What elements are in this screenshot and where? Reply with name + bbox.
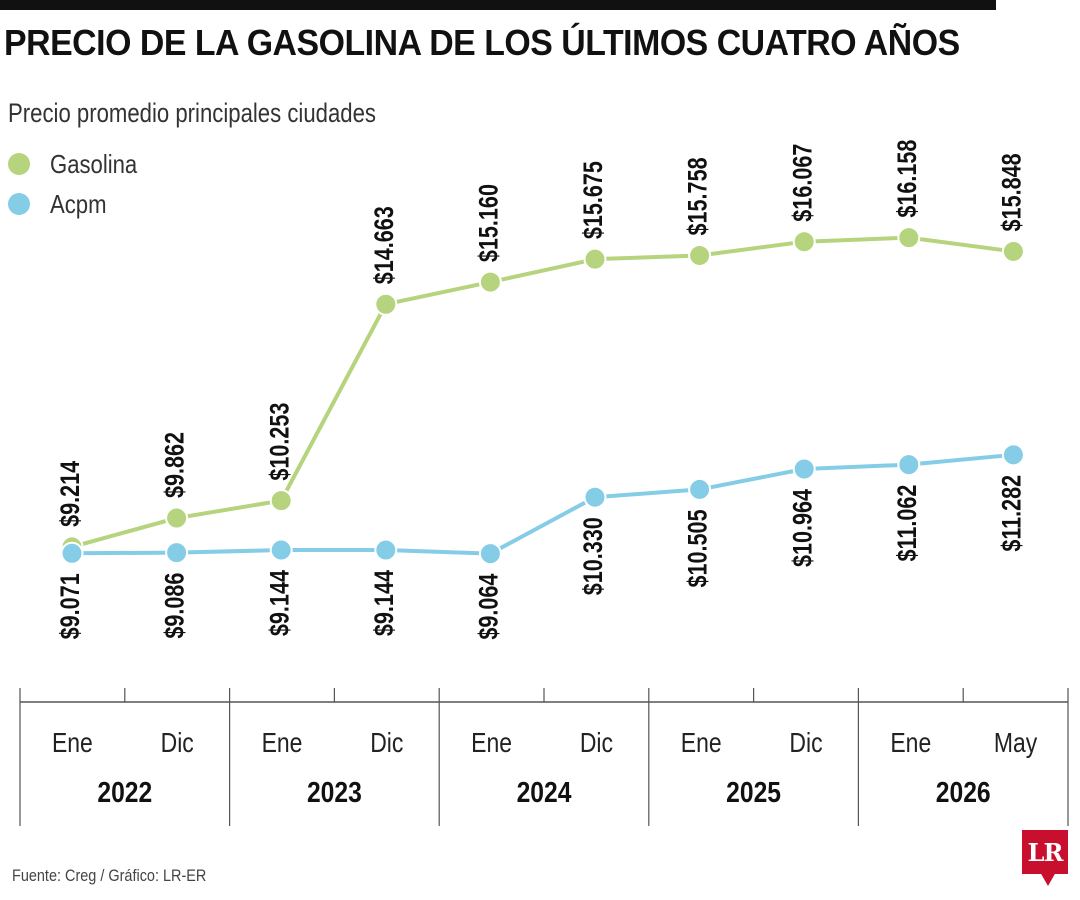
data-label-gasolina: $15.848 (997, 153, 1027, 231)
data-point-gasolina (583, 247, 607, 271)
x-tick-label: Dic (789, 728, 822, 759)
data-point-acpm (374, 538, 398, 562)
data-label-gasolina: $14.663 (370, 206, 400, 284)
x-tick-label: Ene (681, 728, 722, 759)
data-label-acpm: $11.062 (893, 485, 923, 562)
data-label-gasolina: $15.675 (579, 161, 609, 239)
series-line-acpm (71, 452, 1014, 556)
data-label-acpm: $9.086 (161, 573, 191, 639)
data-label-gasolina: $9.862 (161, 432, 191, 498)
legend-dot-gasolina (8, 153, 30, 175)
year-label: 2026 (936, 776, 991, 808)
data-label-acpm: $9.064 (474, 573, 504, 639)
data-point-gasolina (792, 230, 816, 254)
data-point-acpm (688, 477, 712, 501)
year-label: 2023 (307, 776, 362, 808)
x-tick-label: Ene (52, 728, 93, 759)
legend-item-gasolina: Gasolina (8, 144, 153, 184)
data-label-gasolina: $15.758 (684, 157, 714, 235)
year-label: 2024 (517, 776, 572, 808)
source-note: Fuente: Creg / Gráfico: LR-ER (12, 866, 207, 885)
data-point-gasolina (374, 292, 398, 316)
x-tick-label: Dic (370, 728, 403, 759)
data-label-acpm: $9.144 (370, 570, 400, 636)
x-tick-label: Dic (580, 728, 613, 759)
x-tick-label: Ene (262, 728, 303, 759)
data-point-gasolina (269, 489, 293, 513)
legend-label-gasolina: Gasolina (50, 148, 138, 179)
top-rule (0, 0, 996, 10)
data-label-acpm: $10.964 (788, 489, 818, 567)
data-point-acpm (792, 457, 816, 481)
data-label-gasolina: $16.067 (788, 144, 818, 222)
data-label-acpm: $10.330 (579, 517, 609, 595)
legend: Gasolina Acpm (8, 144, 153, 224)
data-label-gasolina: $10.253 (265, 403, 295, 481)
data-point-acpm (269, 538, 293, 562)
data-point-acpm (897, 453, 921, 477)
x-tick-label: Dic (161, 728, 194, 759)
data-label-acpm: $9.144 (265, 570, 295, 636)
series-line-gasolina (71, 235, 1014, 549)
data-point-acpm (583, 485, 607, 509)
data-point-gasolina (1001, 239, 1025, 263)
data-label-gasolina: $16.158 (893, 140, 923, 218)
year-label: 2025 (726, 776, 781, 808)
data-point-gasolina (897, 226, 921, 250)
data-point-acpm (478, 542, 502, 566)
data-label-acpm: $10.505 (684, 509, 714, 587)
x-tick-label: Ene (471, 728, 512, 759)
data-label-gasolina: $9.214 (56, 461, 86, 527)
legend-item-acpm: Acpm (8, 184, 153, 224)
data-label-gasolina: $15.160 (474, 184, 504, 262)
data-point-acpm (60, 541, 84, 565)
data-label-acpm: $11.282 (997, 475, 1027, 552)
year-label: 2022 (97, 776, 152, 808)
x-tick-label: Ene (890, 728, 931, 759)
lr-logo-tail (1040, 872, 1056, 886)
lr-logo-text: LR (1027, 837, 1064, 867)
chart-title: PRECIO DE LA GASOLINA DE LOS ÚLTIMOS CUA… (4, 22, 960, 63)
data-point-gasolina (478, 270, 502, 294)
data-point-acpm (1001, 443, 1025, 467)
data-point-gasolina (165, 506, 189, 530)
legend-label-acpm: Acpm (50, 188, 107, 219)
chart-subtitle: Precio promedio principales ciudades (8, 98, 376, 128)
data-point-gasolina (688, 243, 712, 267)
data-label-acpm: $9.071 (56, 573, 86, 639)
x-tick-label: May (994, 728, 1038, 759)
legend-dot-acpm (8, 193, 30, 215)
lr-logo: LR (1022, 830, 1068, 874)
data-point-acpm (165, 541, 189, 565)
